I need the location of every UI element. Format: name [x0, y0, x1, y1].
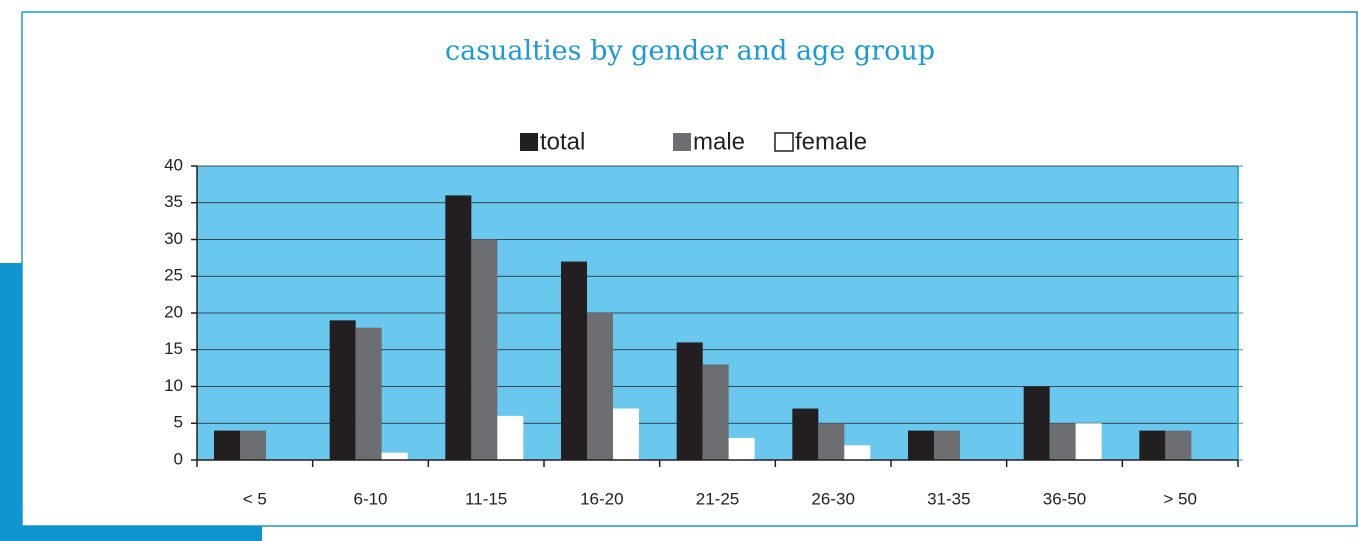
- bar: [818, 423, 845, 460]
- bar: [445, 195, 472, 460]
- x-tick-label: 36-50: [1043, 489, 1086, 508]
- bar: [1075, 423, 1102, 460]
- bar: [329, 320, 356, 460]
- bar: [214, 430, 240, 460]
- bar: [1023, 386, 1050, 460]
- y-tick-label: 30: [164, 229, 183, 248]
- legend-swatch: [520, 133, 538, 151]
- bar: [471, 239, 498, 460]
- y-tick-label: 5: [174, 413, 183, 432]
- accent-bar: [0, 526, 262, 541]
- y-tick-label: 0: [174, 449, 183, 468]
- accent-bar: [0, 263, 22, 541]
- bar: [676, 342, 703, 460]
- bar: [844, 445, 871, 460]
- x-tick-label: < 5: [243, 489, 267, 508]
- bar: [587, 313, 613, 460]
- y-tick-label: 25: [164, 266, 183, 285]
- y-tick-label: 15: [164, 339, 183, 358]
- bar: [934, 430, 960, 460]
- chart-title: casualties by gender and age group: [445, 36, 935, 67]
- bar: [355, 327, 382, 460]
- y-tick-label: 20: [164, 302, 183, 321]
- bar: [1165, 430, 1192, 460]
- bar: [702, 364, 729, 460]
- legend-swatch: [673, 133, 691, 151]
- x-tick-label: 11-15: [465, 489, 507, 508]
- bar: [728, 437, 755, 460]
- x-tick-label: 6-10: [353, 489, 387, 508]
- y-tick-label: 35: [164, 192, 183, 211]
- bar: [1139, 430, 1166, 460]
- legend-label: female: [795, 128, 867, 155]
- bar: [381, 452, 408, 460]
- bar: [613, 408, 639, 460]
- x-tick-label: 21-25: [696, 489, 739, 508]
- y-tick-label: 10: [164, 376, 183, 395]
- x-tick-label: 31-35: [927, 489, 970, 508]
- x-tick-label: 16-20: [580, 489, 623, 508]
- x-tick-label: 26-30: [811, 489, 854, 508]
- bar: [561, 261, 587, 460]
- bar: [1049, 423, 1076, 460]
- x-tick-label: > 50: [1163, 489, 1197, 508]
- bar: [792, 408, 819, 460]
- legend-swatch: [774, 132, 794, 152]
- bar: [908, 430, 934, 460]
- legend-label: male: [693, 128, 745, 155]
- y-tick-label: 40: [164, 155, 183, 174]
- bar: [497, 415, 524, 460]
- legend-label: total: [540, 128, 585, 155]
- bar: [240, 430, 266, 460]
